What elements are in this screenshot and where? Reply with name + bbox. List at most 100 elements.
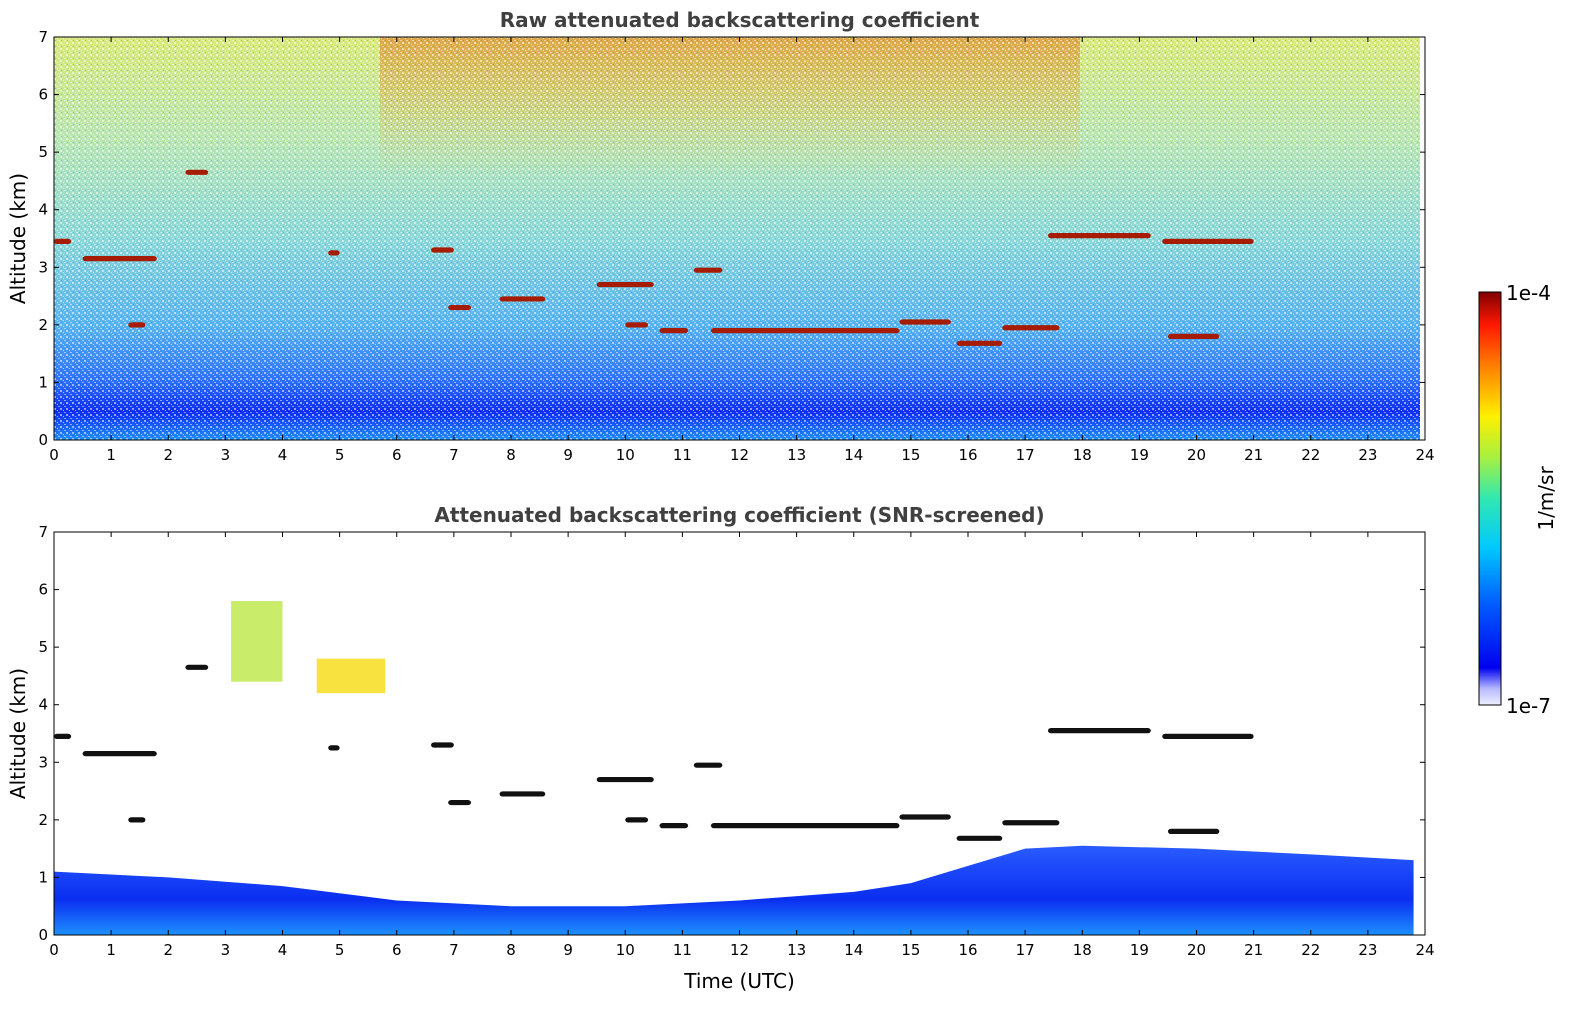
cloud-layer [899,814,951,820]
xtick-label: 17 [1016,446,1035,464]
xtick-label: 10 [616,941,635,959]
xtick-label: 6 [392,941,402,959]
xtick-label: 2 [163,941,173,959]
cloud-layer [448,304,472,311]
xtick-label: 24 [1415,446,1434,464]
xtick-label: 16 [958,446,977,464]
cloud-layer [693,267,723,273]
cloud-layer [82,256,157,262]
cloud-layer [1002,820,1060,826]
aerosol-patch [231,601,283,682]
cloud-layer [1162,733,1254,739]
xtick-label: 7 [449,941,459,959]
panel1-noise-overlay [54,37,1420,440]
xtick-label: 2 [163,446,173,464]
cloud-layer [128,322,146,328]
panel2-cloud-layers [54,664,1254,841]
panel2-ticks: 0 1 2 3 4 5 6 7 8 9 10 11 12 13 14 15 16 17 18 19 20 21 22 23 24… [38,523,1434,959]
cloud-layer [596,776,654,783]
ytick-label: 5 [38,638,48,656]
cloud-layer [185,664,209,670]
xtick-label: 22 [1301,941,1320,959]
xtick-label: 10 [616,446,635,464]
ytick-label: 4 [38,201,48,219]
cloud-layer [185,169,209,175]
xtick-label: 20 [1187,446,1206,464]
xtick-label: 24 [1415,941,1434,959]
cloud-layer [899,319,951,325]
cloud-layer [659,328,689,334]
ytick-label: 1 [38,373,48,391]
cloud-layer [1167,828,1220,834]
ytick-label: 7 [38,28,48,46]
xtick-label: 16 [958,941,977,959]
xtick-label: 7 [449,446,459,464]
ytick-label: 3 [38,753,48,771]
xtick-label: 17 [1016,941,1035,959]
colorbar-max-label: 1e-4 [1506,281,1551,305]
xtick-label: 5 [335,446,345,464]
xtick-label: 19 [1130,446,1149,464]
xtick-label: 14 [844,446,863,464]
xtick-label: 19 [1130,941,1149,959]
xtick-label: 13 [787,941,806,959]
ytick-label: 6 [38,581,48,599]
xtick-label: 21 [1244,941,1263,959]
ytick-label: 7 [38,523,48,541]
xtick-label: 23 [1358,446,1377,464]
colorbar-min-label: 1e-7 [1506,694,1551,718]
cloud-layer [956,340,1003,346]
xtick-label: 12 [730,941,749,959]
cloud-layer [1162,238,1254,244]
ytick-label: 3 [38,258,48,276]
cloud-layer [128,817,146,823]
ytick-label: 5 [38,143,48,161]
colorbar-label: 1/m/sr [1534,466,1558,531]
cloud-layer [625,817,649,823]
cloud-layer [1167,333,1220,339]
cloud-layer [328,745,340,751]
panel2-plot-area [54,532,1425,935]
cloud-layer [625,322,649,328]
xtick-label: 14 [844,941,863,959]
xtick-label: 1 [106,941,116,959]
ytick-label: 1 [38,868,48,886]
xtick-label: 0 [49,446,59,464]
cloud-layer [710,823,900,829]
xtick-label: 5 [335,941,345,959]
xtick-label: 20 [1187,941,1206,959]
xtick-label: 15 [901,941,920,959]
xtick-label: 12 [730,446,749,464]
panel2-aerosol-patches [231,601,386,694]
cloud-layer [54,733,72,739]
xtick-label: 11 [673,446,692,464]
panel2-title: Attenuated backscattering coefficient (S… [434,503,1044,527]
cloud-layer [499,791,546,797]
ytick-label: 6 [38,86,48,104]
cloud-layer [431,742,454,748]
cloud-layer [499,296,546,302]
xtick-label: 18 [1073,446,1092,464]
xtick-label: 3 [221,941,231,959]
xtick-label: 13 [787,446,806,464]
ytick-label: 2 [38,316,48,334]
panel1-ticks: 0 1 2 3 4 5 6 7 8 9 10 11 12 13 14 15 16 17 18 19 20 21 22 23 24… [38,28,1434,464]
xtick-label: 11 [673,941,692,959]
cloud-layer [659,823,689,829]
cloud-layer [1002,325,1060,331]
xtick-label: 4 [278,446,288,464]
cloud-layer [956,835,1003,841]
xtick-label: 1 [106,446,116,464]
xtick-label: 23 [1358,941,1377,959]
panel1-plot-area [54,37,1420,440]
cloud-layer [448,799,472,806]
cloud-layer [710,328,900,334]
panel1-cloud-layers [54,169,1254,346]
xtick-label: 6 [392,446,402,464]
xtick-label: 21 [1244,446,1263,464]
panel1-title: Raw attenuated backscattering coefficien… [500,8,980,32]
cloud-layer [431,247,454,253]
xtick-label: 0 [49,941,59,959]
xtick-label: 22 [1301,446,1320,464]
